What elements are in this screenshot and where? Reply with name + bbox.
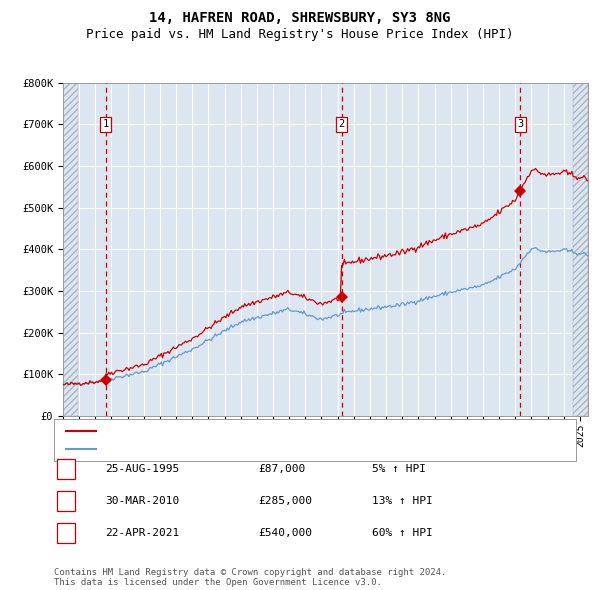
Text: 1: 1 xyxy=(62,464,70,474)
Text: 30-MAR-2010: 30-MAR-2010 xyxy=(105,496,179,506)
Text: 14, HAFREN ROAD, SHREWSBURY, SY3 8NG (detached house): 14, HAFREN ROAD, SHREWSBURY, SY3 8NG (de… xyxy=(105,426,449,436)
Text: 22-APR-2021: 22-APR-2021 xyxy=(105,528,179,537)
Text: Price paid vs. HM Land Registry's House Price Index (HPI): Price paid vs. HM Land Registry's House … xyxy=(86,28,514,41)
Text: 14, HAFREN ROAD, SHREWSBURY, SY3 8NG: 14, HAFREN ROAD, SHREWSBURY, SY3 8NG xyxy=(149,11,451,25)
Text: £540,000: £540,000 xyxy=(258,528,312,537)
Bar xyxy=(574,83,588,416)
Text: 2: 2 xyxy=(338,119,345,129)
Text: £285,000: £285,000 xyxy=(258,496,312,506)
Text: 13% ↑ HPI: 13% ↑ HPI xyxy=(372,496,433,506)
Text: 60% ↑ HPI: 60% ↑ HPI xyxy=(372,528,433,537)
Text: Contains HM Land Registry data © Crown copyright and database right 2024.
This d: Contains HM Land Registry data © Crown c… xyxy=(54,568,446,587)
Text: 3: 3 xyxy=(62,528,70,537)
Text: 3: 3 xyxy=(517,119,523,129)
Bar xyxy=(63,83,77,416)
Text: £87,000: £87,000 xyxy=(258,464,305,474)
Text: 1: 1 xyxy=(103,119,109,129)
Text: 5% ↑ HPI: 5% ↑ HPI xyxy=(372,464,426,474)
Text: 2: 2 xyxy=(62,496,70,506)
Text: 25-AUG-1995: 25-AUG-1995 xyxy=(105,464,179,474)
Text: HPI: Average price, detached house, Shropshire: HPI: Average price, detached house, Shro… xyxy=(105,444,404,454)
